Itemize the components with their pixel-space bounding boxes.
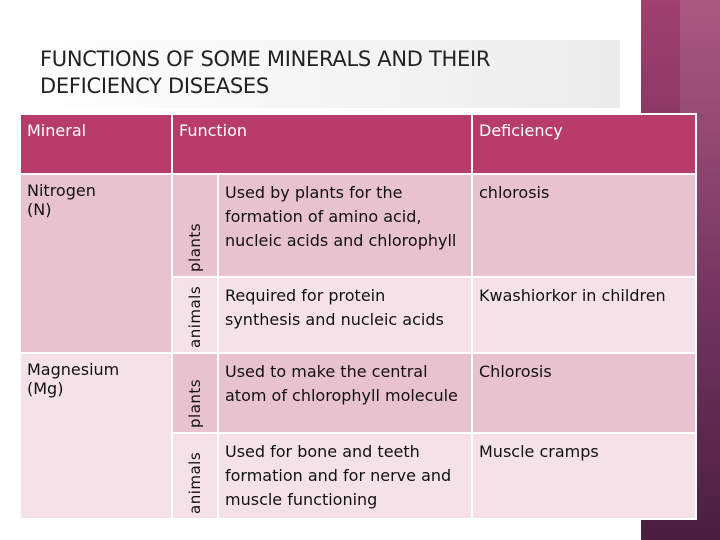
- function-cell: Required for protein synthesis and nucle…: [217, 276, 473, 354]
- mineral-magnesium: Magnesium (Mg): [19, 352, 173, 520]
- deficiency-cell: Kwashiorkor in children: [471, 276, 697, 354]
- table-row: animals Required for protein synthesis a…: [20, 276, 697, 354]
- organism-plants: plants: [171, 352, 219, 434]
- deficiency-cell: Muscle cramps: [471, 432, 697, 520]
- deficiency-cell: chlorosis: [471, 173, 697, 278]
- table-header-row: Mineral Function Deficiency: [19, 113, 697, 175]
- function-cell: Used for bone and teeth formation and fo…: [217, 432, 473, 520]
- title-shadow: [20, 40, 620, 108]
- deficiency-cell: Chlorosis: [471, 352, 697, 434]
- organism-animals: animals: [171, 276, 219, 354]
- header-mineral: Mineral: [19, 113, 173, 175]
- table-row: Magnesium (Mg) plants Used to make the c…: [19, 352, 697, 520]
- table-row: animals Used for bone and teeth formatio…: [20, 432, 697, 520]
- header-deficiency: Deficiency: [471, 113, 697, 175]
- title-line-2: DEFICIENCY DISEASES: [40, 74, 269, 98]
- header-function: Function: [171, 113, 473, 175]
- table-row: Nitrogen (N) plants Used by plants for t…: [19, 173, 697, 354]
- organism-label: plants: [186, 378, 204, 428]
- minerals-table: Mineral Function Deficiency Nitrogen (N)…: [19, 113, 697, 520]
- organism-label: plants: [186, 222, 204, 272]
- slide-title: FUNCTIONS OF SOME MINERALS AND THEIR DEF…: [40, 46, 640, 100]
- function-cell: Used to make the central atom of chlorop…: [217, 352, 473, 434]
- organism-plants: plants: [171, 173, 219, 278]
- mineral-nitrogen: Nitrogen (N): [19, 173, 173, 354]
- title-line-1: FUNCTIONS OF SOME MINERALS AND THEIR: [40, 47, 491, 71]
- organism-label: animals: [186, 451, 204, 514]
- organism-animals: animals: [171, 432, 219, 520]
- organism-label: animals: [186, 285, 204, 348]
- function-cell: Used by plants for the formation of amin…: [217, 173, 473, 278]
